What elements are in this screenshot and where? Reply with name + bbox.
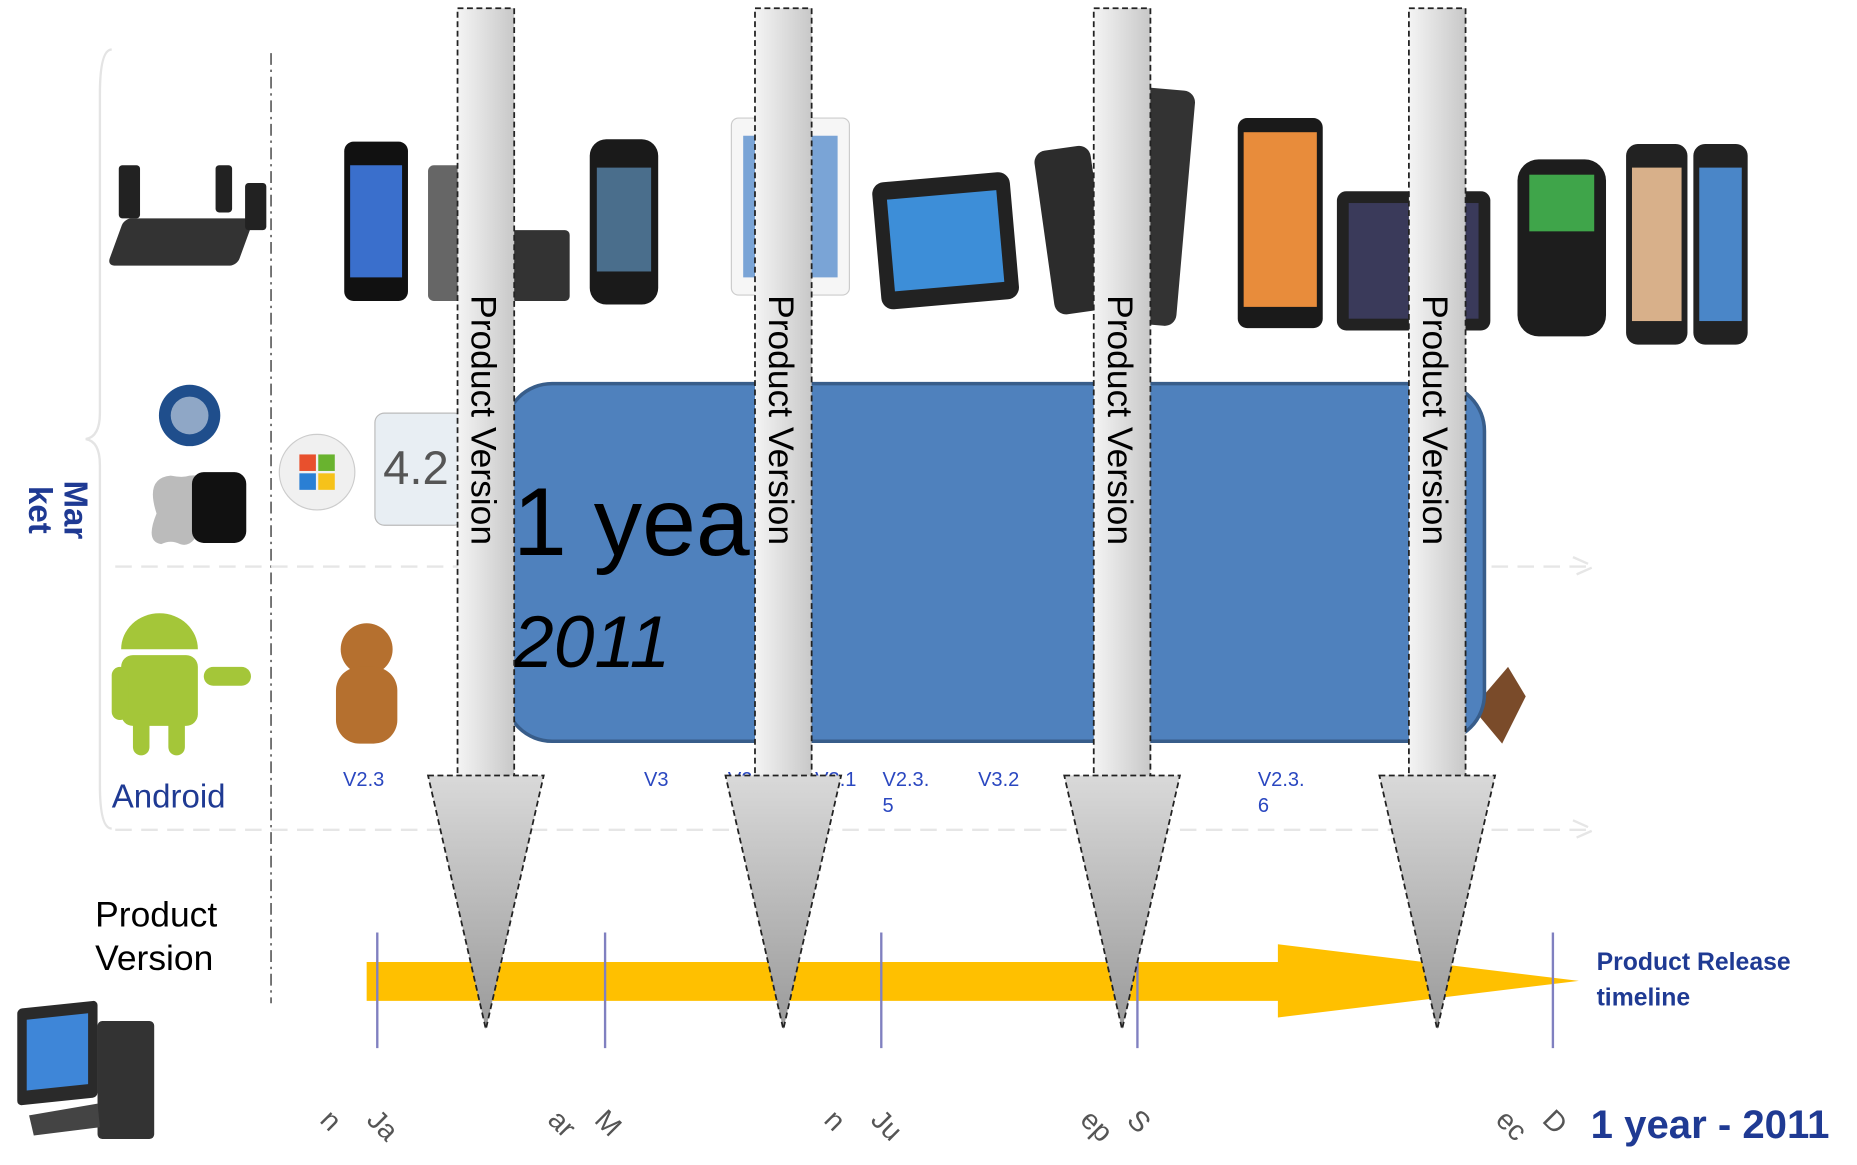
arrow-shaft: [754, 7, 813, 779]
arrow-label: Product Version: [1415, 295, 1455, 545]
timeline-label: timeline: [1597, 985, 1691, 1012]
month-part: ar: [542, 1104, 582, 1144]
arrow-shaft: [456, 7, 516, 779]
market-label-line: Mar: [56, 481, 93, 540]
timeline-arrow: [366, 944, 1579, 1018]
month-part: Ja: [361, 1104, 405, 1148]
arrow-head: [724, 774, 843, 1030]
month-label: Dec: [1489, 1104, 1573, 1148]
computer-icon: [17, 1000, 155, 1140]
month-label: Sep: [1074, 1104, 1157, 1149]
version-label: V2.3.: [882, 769, 929, 791]
month-part: Ju: [865, 1104, 909, 1148]
version-label: 5: [882, 795, 893, 817]
month-part: S: [1121, 1104, 1157, 1140]
product-version-label: Version: [95, 938, 213, 978]
period-subtitle: 2011: [512, 601, 670, 683]
month-part: D: [1536, 1104, 1573, 1141]
arrow-label: Product Version: [761, 295, 801, 545]
month-part: n: [314, 1104, 348, 1138]
arrow-shaft: [1408, 7, 1467, 779]
version-label: V3.2: [978, 769, 1019, 791]
timeline-ticks: [376, 932, 1555, 1049]
version-label: V2.3.: [1258, 769, 1305, 791]
month-part: ec: [1489, 1104, 1533, 1148]
release-arrows: Product Version Product Version Product Ve…: [426, 7, 1497, 1030]
version-label: 6: [1258, 795, 1269, 817]
timeline-label: Product Release: [1597, 949, 1791, 976]
month-part: ep: [1074, 1104, 1119, 1149]
arrow-label: Product Version: [1100, 295, 1140, 545]
month-label: Jan: [314, 1104, 405, 1148]
android-label: Android: [112, 778, 226, 815]
footer: 1 year - 2011: [1591, 1102, 1830, 1147]
arrow-head: [1378, 774, 1497, 1030]
arrow-label: Product Version: [464, 295, 504, 545]
svg-text:4.2: 4.2: [383, 442, 449, 495]
month-label: Jun: [818, 1104, 909, 1148]
market-label: Mar ket: [21, 481, 93, 540]
period-title: 1 year: [513, 467, 782, 576]
version-label: V2.3: [343, 769, 384, 791]
months: Jan Mar Jun Sep Dec: [314, 1104, 1573, 1149]
version-label: V3: [644, 769, 669, 791]
product-version-label: Product: [95, 895, 217, 935]
brace: [85, 48, 112, 830]
arrow-head: [1063, 774, 1182, 1030]
month-part: n: [818, 1104, 852, 1138]
month-part: M: [588, 1104, 627, 1143]
arrow-head: [426, 774, 545, 1030]
market-label-line: ket: [21, 486, 58, 534]
month-label: Mar: [542, 1104, 628, 1144]
